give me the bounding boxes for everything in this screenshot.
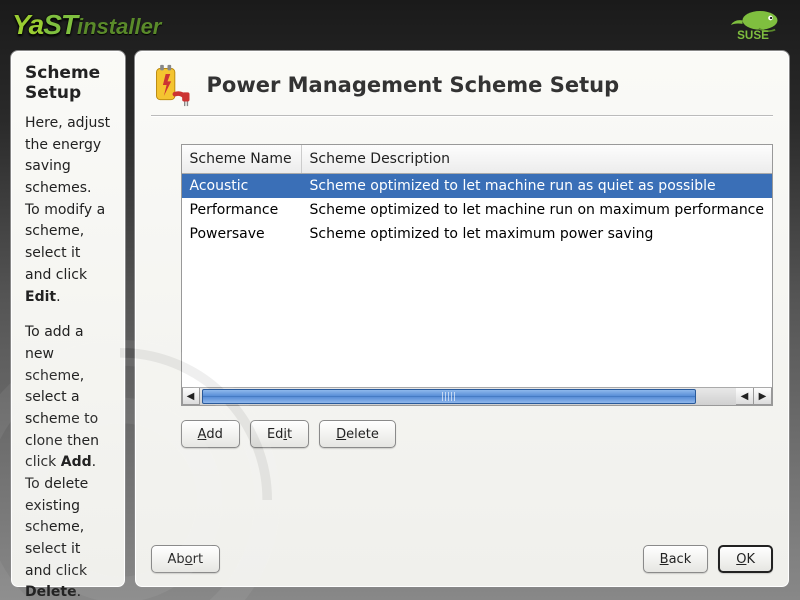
svg-text:SUSE: SUSE bbox=[737, 29, 769, 42]
add-button[interactable]: Add bbox=[181, 420, 240, 448]
divider bbox=[151, 115, 773, 116]
table-row[interactable]: PowersaveScheme optimized to let maximum… bbox=[182, 222, 772, 246]
cell-scheme-desc: Scheme optimized to let machine run as q… bbox=[302, 174, 772, 198]
back-button[interactable]: Back bbox=[643, 545, 709, 573]
scroll-right-icon[interactable]: ▶ bbox=[754, 388, 772, 405]
column-header-name[interactable]: Scheme Name bbox=[182, 145, 302, 173]
logo-text: a bbox=[29, 9, 44, 40]
logo-text: ST bbox=[43, 9, 77, 40]
table-header: Scheme Name Scheme Description bbox=[182, 145, 772, 174]
table-buttons: Add Edit Delete bbox=[181, 420, 773, 448]
cell-scheme-name: Performance bbox=[182, 198, 302, 222]
table-row[interactable]: PerformanceScheme optimized to let machi… bbox=[182, 198, 772, 222]
yast-logo: YaSTinstaller bbox=[12, 9, 161, 41]
cell-scheme-desc: Scheme optimized to let machine run on m… bbox=[302, 198, 772, 222]
scroll-track[interactable] bbox=[200, 388, 736, 405]
logo-text: installer bbox=[77, 14, 161, 39]
cell-scheme-name: Acoustic bbox=[182, 174, 302, 198]
power-icon bbox=[151, 63, 195, 107]
edit-button[interactable]: Edit bbox=[250, 420, 309, 448]
horizontal-scrollbar[interactable]: ◀ ◀ ▶ bbox=[182, 387, 772, 405]
scheme-table: Scheme Name Scheme Description AcousticS… bbox=[181, 144, 773, 406]
suse-logo: SUSE bbox=[718, 3, 788, 47]
abort-button[interactable]: Abort bbox=[151, 545, 221, 573]
logo-text: Y bbox=[12, 9, 29, 40]
page-title: Power Management Scheme Setup bbox=[207, 73, 620, 97]
scroll-step-left-icon[interactable]: ◀ bbox=[736, 388, 754, 405]
scroll-left-icon[interactable]: ◀ bbox=[182, 388, 200, 405]
help-paragraph: To add a new scheme, select a scheme to … bbox=[25, 322, 111, 600]
title-row: Power Management Scheme Setup bbox=[151, 63, 773, 115]
help-title: Scheme Setup bbox=[25, 63, 111, 103]
panels: Scheme Setup Here, adjust the energy sav… bbox=[0, 50, 800, 598]
wizard-footer: Abort Back OK bbox=[151, 529, 773, 573]
cell-scheme-desc: Scheme optimized to let maximum power sa… bbox=[302, 222, 772, 246]
main-panel: Power Management Scheme Setup Scheme Nam… bbox=[134, 50, 790, 588]
ok-button[interactable]: OK bbox=[718, 545, 773, 573]
wizard-footer-right: Back OK bbox=[643, 545, 773, 573]
column-header-desc[interactable]: Scheme Description bbox=[302, 145, 772, 173]
delete-button[interactable]: Delete bbox=[319, 420, 396, 448]
table-row[interactable]: AcousticScheme optimized to let machine … bbox=[182, 174, 772, 198]
help-paragraph: Here, adjust the energy saving schemes. … bbox=[25, 113, 111, 308]
cell-scheme-name: Powersave bbox=[182, 222, 302, 246]
help-panel: Scheme Setup Here, adjust the energy sav… bbox=[10, 50, 126, 588]
scroll-thumb[interactable] bbox=[202, 389, 696, 404]
header: YaSTinstaller SUSE bbox=[0, 0, 800, 50]
table-body: AcousticScheme optimized to let machine … bbox=[182, 174, 772, 387]
